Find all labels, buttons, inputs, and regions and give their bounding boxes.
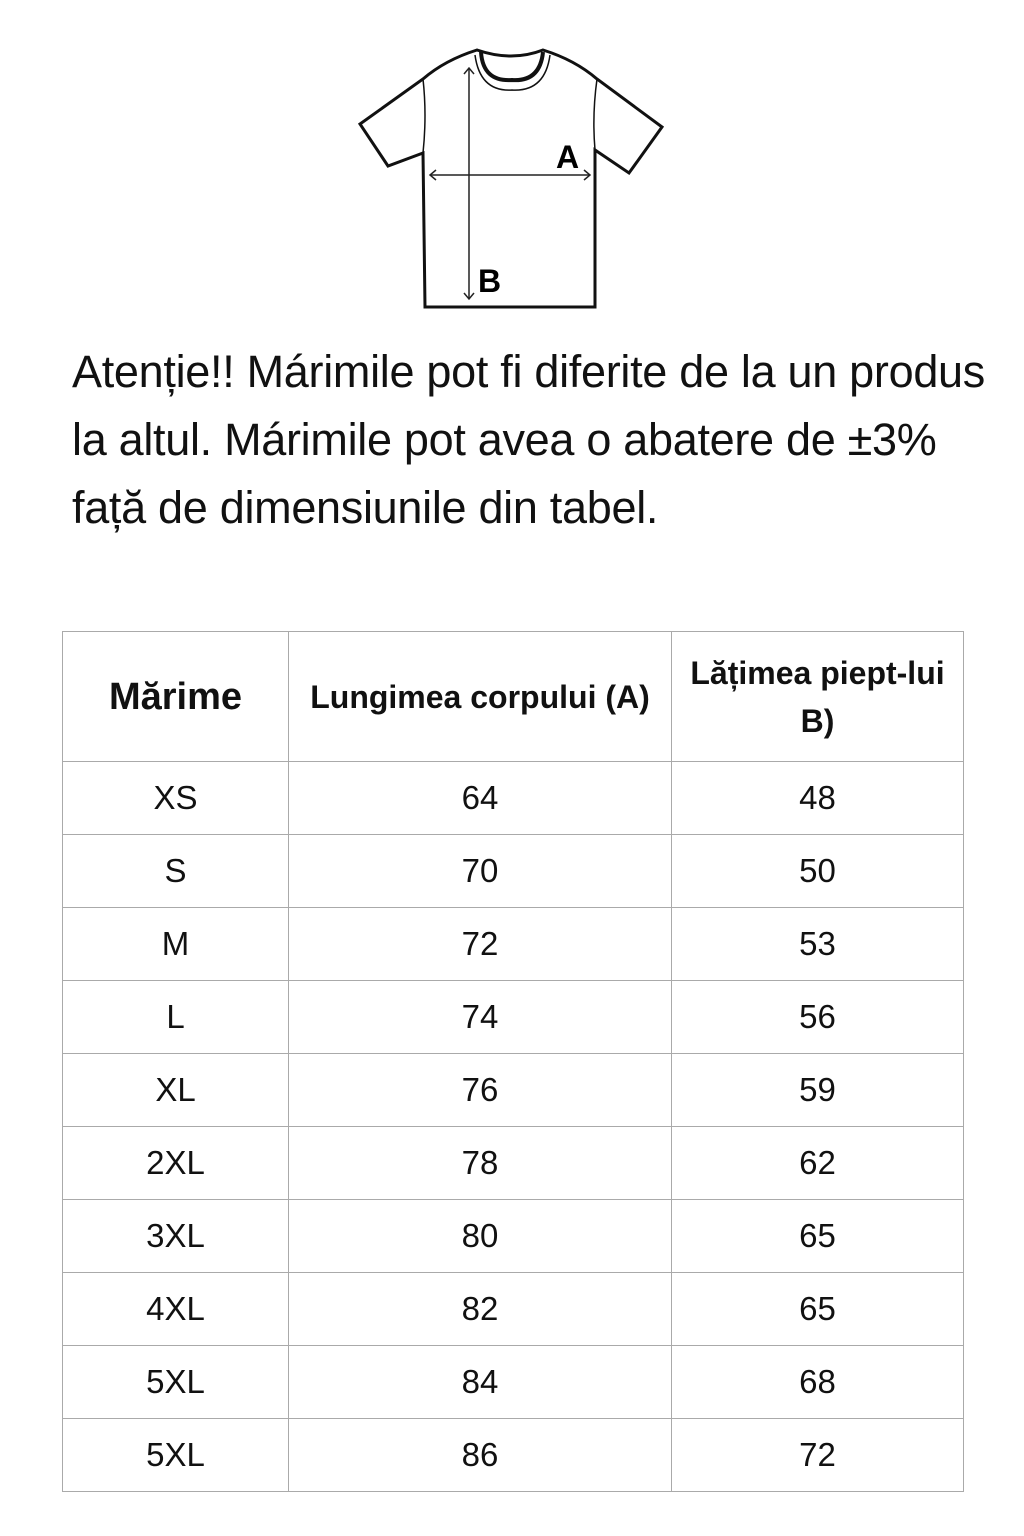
width-cell: 65 [671, 1199, 964, 1273]
width-cell: 68 [671, 1345, 964, 1419]
length-cell: 70 [288, 834, 672, 908]
length-cell: 78 [288, 1126, 672, 1200]
warning-note: Atenție!! Márimile pot fi diferite de la… [72, 346, 985, 533]
table-row: 2XL 78 62 [62, 1126, 964, 1200]
width-cell: 53 [671, 907, 964, 981]
size-cell: 5XL [62, 1345, 289, 1419]
header-body-length: Lungimea corpului (A) [288, 631, 672, 762]
table-row: XS 64 48 [62, 761, 964, 835]
table-row: M 72 53 [62, 907, 964, 981]
size-cell: XL [62, 1053, 289, 1127]
width-cell: 56 [671, 980, 964, 1054]
table-row: XL 76 59 [62, 1053, 964, 1127]
size-cell: S [62, 834, 289, 908]
label-b: B [478, 263, 501, 299]
size-table: Mărime Lungimea corpului (A) Lățimea pie… [62, 631, 964, 1492]
collar [479, 51, 545, 83]
table-row: S 70 50 [62, 834, 964, 908]
size-cell: M [62, 907, 289, 981]
collar-inner [474, 54, 551, 91]
length-cell: 72 [288, 907, 672, 981]
length-cell: 76 [288, 1053, 672, 1127]
size-cell: 4XL [62, 1272, 289, 1346]
length-cell: 64 [288, 761, 672, 835]
length-cell: 86 [288, 1418, 672, 1492]
table-row: 5XL 86 72 [62, 1418, 964, 1492]
size-cell: 3XL [62, 1199, 289, 1273]
size-cell: 5XL [62, 1418, 289, 1492]
table-row: 4XL 82 65 [62, 1272, 964, 1346]
width-cell: 65 [671, 1272, 964, 1346]
table-row: 5XL 84 68 [62, 1345, 964, 1419]
size-cell: L [62, 980, 289, 1054]
label-a: A [556, 139, 579, 175]
size-cell: 2XL [62, 1126, 289, 1200]
tshirt-outline [357, 48, 665, 309]
width-cell: 62 [671, 1126, 964, 1200]
length-cell: 74 [288, 980, 672, 1054]
size-cell: XS [62, 761, 289, 835]
header-chest-width: Lățimea piept-lui B) [671, 631, 964, 762]
length-cell: 80 [288, 1199, 672, 1273]
table-header-row: Mărime Lungimea corpului (A) Lățimea pie… [62, 631, 964, 762]
length-cell: 82 [288, 1272, 672, 1346]
measure-arrows [428, 66, 592, 301]
table-row: 3XL 80 65 [62, 1199, 964, 1273]
table-row: L 74 56 [62, 980, 964, 1054]
width-cell: 50 [671, 834, 964, 908]
length-cell: 84 [288, 1345, 672, 1419]
width-cell: 48 [671, 761, 964, 835]
width-cell: 72 [671, 1418, 964, 1492]
header-size: Mărime [62, 631, 289, 762]
tshirt-diagram: A B [357, 48, 665, 309]
width-cell: 59 [671, 1053, 964, 1127]
